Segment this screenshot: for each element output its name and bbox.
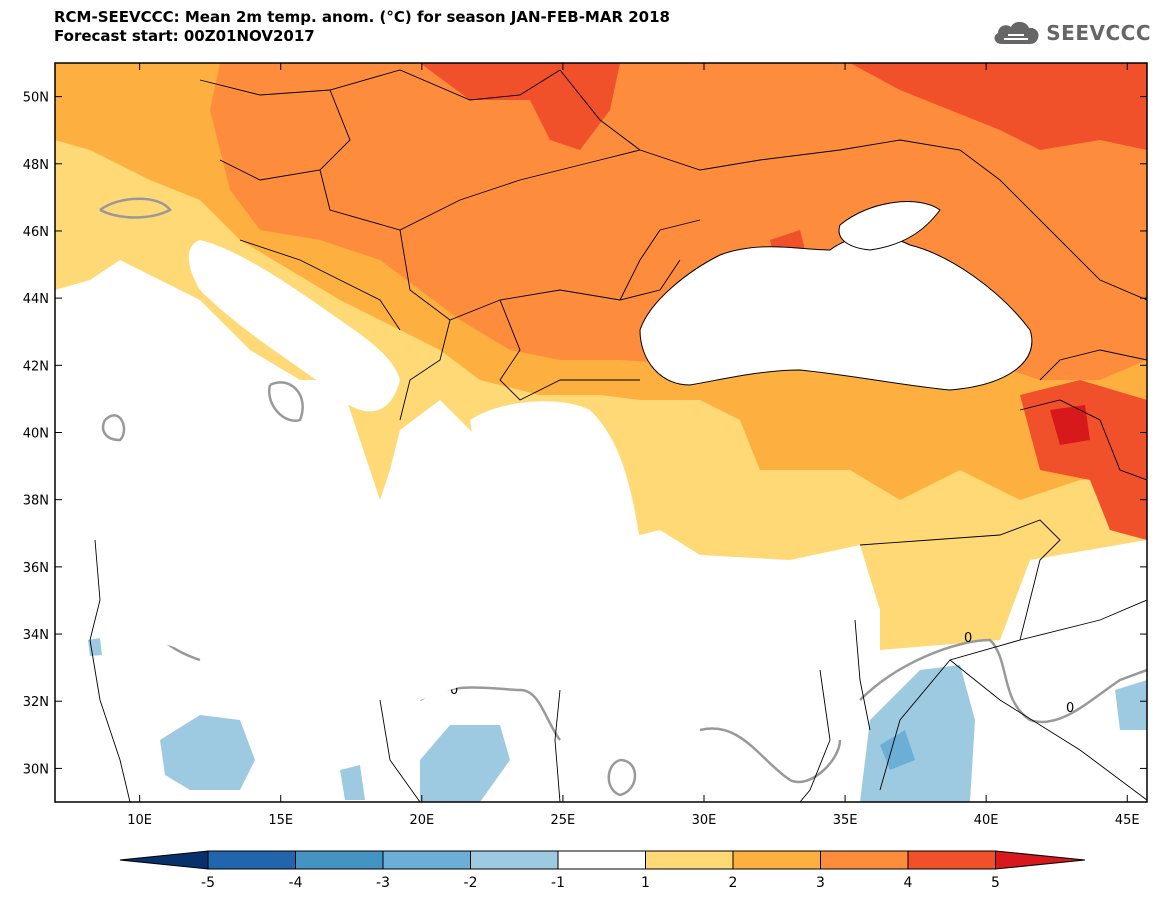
lat-tick-label: 50N — [23, 91, 49, 106]
zero-contour — [699, 727, 842, 784]
border — [619, 219, 701, 301]
zero-contour — [859, 638, 1147, 724]
lon-tick-label: 30E — [692, 813, 717, 828]
logo-text: SEEVCCC — [1046, 21, 1151, 45]
colorbar-segment — [295, 850, 384, 870]
anomaly-band-neg — [1115, 680, 1147, 730]
mediterranean-sea — [55, 460, 860, 730]
colorbar-label: -5 — [201, 875, 215, 891]
lat-tick-label: 44N — [23, 292, 49, 307]
colorbar-label: -1 — [551, 875, 565, 891]
anomaly-band-neg — [340, 765, 365, 800]
lon-tick-label: 25E — [551, 813, 576, 828]
anomaly-band-4-5 — [420, 63, 620, 150]
sea-bodies — [55, 201, 1033, 730]
tyrrhenian-sea — [124, 352, 254, 503]
lat-tick-label: 48N — [23, 158, 49, 173]
border — [89, 539, 131, 802]
contour-label: 0 — [450, 683, 458, 698]
zero-contour — [267, 381, 304, 423]
contour-label: 0 — [1066, 701, 1074, 716]
seevccc-logo: SEEVCCC — [990, 18, 1151, 48]
colorbar-label: 1 — [641, 875, 650, 891]
colorbar-segment — [645, 850, 734, 870]
border — [499, 299, 640, 401]
colorbar-label: -3 — [376, 875, 390, 891]
border — [639, 139, 1001, 181]
lon-tick-label: 20E — [409, 813, 434, 828]
lat-tick-label: 40N — [23, 427, 49, 442]
colorbar-label: 3 — [816, 875, 825, 891]
border — [799, 669, 831, 802]
lat-tick-label: 38N — [23, 494, 49, 509]
lon-tick-label: 35E — [833, 813, 858, 828]
lat-tick-label: 34N — [23, 628, 49, 643]
colorbar-arrow-low — [119, 850, 209, 870]
colorbar-label: -2 — [464, 875, 478, 891]
anomaly-band-4-5 — [850, 63, 1147, 150]
aegean-sea — [470, 401, 640, 555]
colorbar-arrow-high — [995, 850, 1086, 870]
colorbar-segment — [820, 850, 909, 870]
longitude-axis: 10E 15E 20E 25E 30E 35E 40E 45E — [127, 63, 1140, 828]
colorbar-label: 4 — [904, 875, 913, 891]
colorbar-label: -4 — [289, 875, 303, 891]
lon-tick-label: 40E — [974, 813, 999, 828]
border — [859, 519, 1061, 791]
colorbar-segment — [557, 850, 646, 870]
border — [949, 659, 1147, 801]
forecast-start-label: Forecast start: 00Z01NOV2017 — [54, 27, 315, 45]
lat-tick-label: 46N — [23, 225, 49, 240]
latitude-axis: 50N 48N 46N 44N 42N 40N 38N 36N 34N 32N 30N — [23, 91, 1147, 777]
adriatic-sea — [188, 240, 400, 412]
black-sea — [639, 235, 1033, 391]
figure-title: RCM-SEEVCCC: Mean 2m temp. anom. (°C) fo… — [54, 8, 670, 26]
sea-of-azov — [838, 201, 941, 251]
colorbar-label: 2 — [729, 875, 738, 891]
border — [999, 179, 1147, 301]
lat-tick-label: 32N — [23, 695, 49, 710]
cloud-icon — [994, 21, 1039, 44]
zero-contour — [607, 758, 637, 797]
border — [399, 319, 451, 421]
colorbar-segment — [207, 850, 296, 870]
anomaly-band-neg — [160, 715, 255, 790]
lat-tick-label: 36N — [23, 561, 49, 576]
border — [319, 149, 641, 231]
colorbar-segment — [907, 850, 996, 870]
anomaly-band-neg — [420, 725, 510, 802]
border — [1039, 349, 1147, 381]
border — [379, 699, 421, 802]
lon-tick-label: 45E — [1115, 813, 1140, 828]
zero-contour — [101, 414, 126, 442]
anomaly-band-4-5 — [1050, 405, 1090, 445]
lat-tick-label: 42N — [23, 359, 49, 374]
lon-tick-label: 15E — [268, 813, 293, 828]
colorbar: -5 -4 -3 -2 -1 1 2 3 4 5 — [119, 850, 1086, 891]
contour-label: 0 — [964, 631, 972, 646]
zero-contour — [99, 197, 172, 219]
border — [199, 69, 561, 101]
colorbar-segment — [732, 850, 821, 870]
lat-tick-label: 30N — [23, 762, 49, 777]
colorbar-segment — [382, 850, 471, 870]
anomaly-band-4-5 — [1020, 380, 1147, 540]
country-borders — [89, 69, 1147, 802]
anomaly-field — [55, 63, 1147, 802]
colorbar-segment — [470, 850, 559, 870]
border — [854, 619, 871, 731]
border — [554, 689, 561, 802]
lon-tick-label: 10E — [127, 813, 152, 828]
border — [1019, 399, 1147, 481]
border — [239, 239, 401, 331]
colorbar-label: 5 — [991, 875, 1000, 891]
border — [399, 229, 681, 321]
border — [1019, 599, 1147, 641]
border — [559, 69, 641, 151]
anomaly-band-neg — [860, 665, 975, 802]
